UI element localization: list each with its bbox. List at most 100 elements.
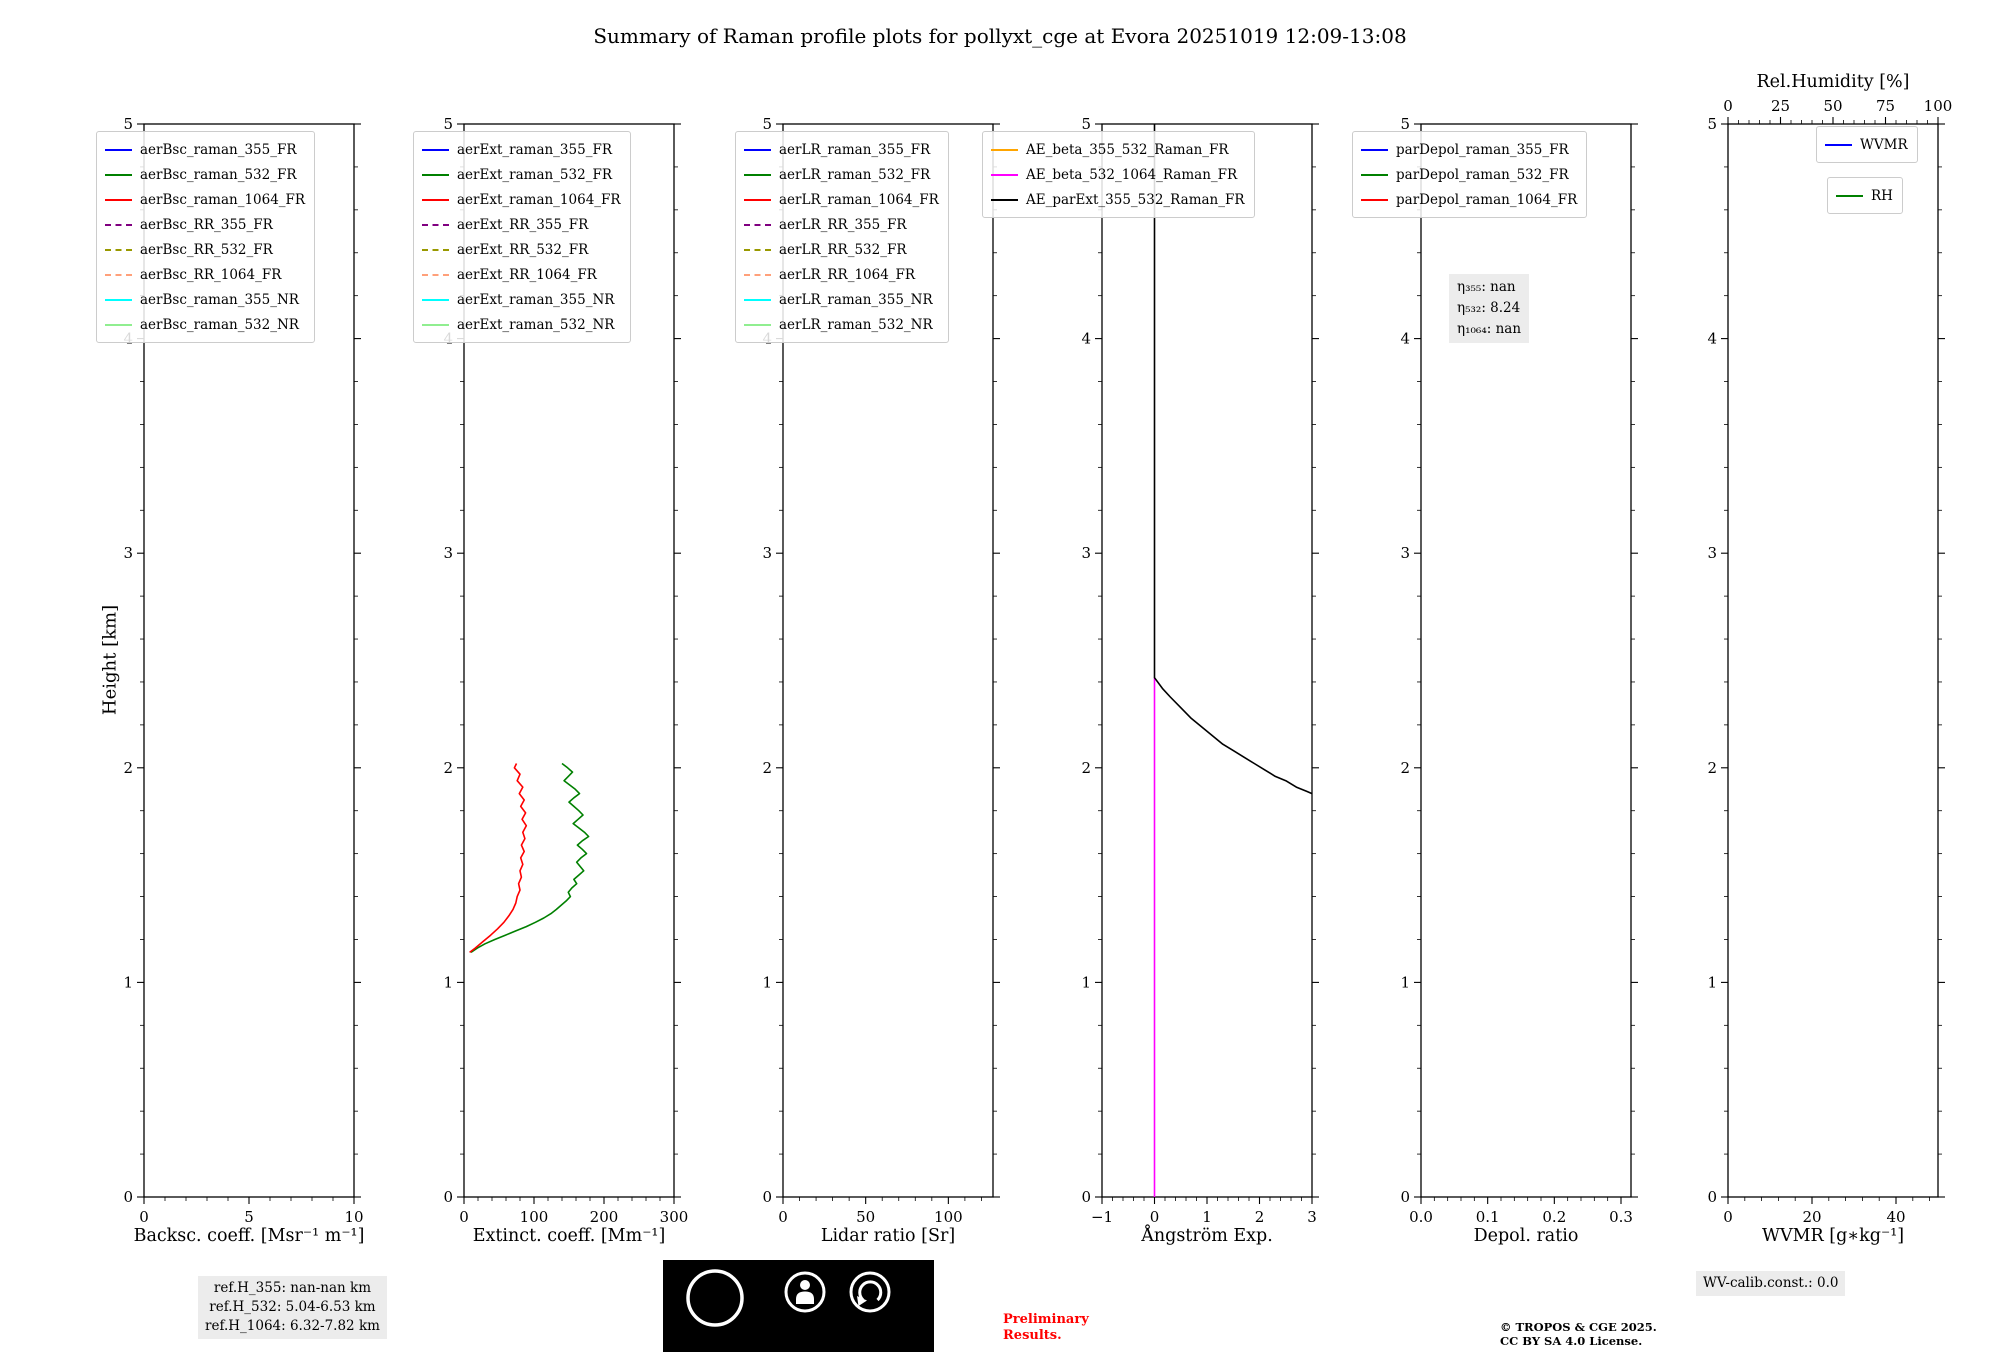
legend-entry: aerBsc_raman_532_NR bbox=[105, 312, 305, 337]
legend-entry: aerLR_raman_355_NR bbox=[744, 287, 939, 312]
legend-line-sample-icon bbox=[422, 198, 449, 201]
top-tick-label: 0 bbox=[1723, 97, 1733, 115]
x-axis-label-angstrom: Ångström Exp. bbox=[1141, 1226, 1273, 1246]
y-tick-label: 3 bbox=[762, 544, 772, 562]
x-tick-label: 20 bbox=[1802, 1208, 1821, 1226]
legend-label: aerLR_raman_532_FR bbox=[779, 166, 931, 183]
top-tick-label: 100 bbox=[1924, 97, 1953, 115]
legend-entry: aerLR_RR_355_FR bbox=[744, 212, 939, 237]
legend-line-sample-icon bbox=[1361, 148, 1388, 151]
legend-label: WVMR bbox=[1860, 136, 1908, 153]
y-tick-label: 4 bbox=[1081, 330, 1091, 348]
legend-entry: parDepol_raman_532_FR bbox=[1361, 162, 1577, 187]
legend-entry: parDepol_raman_1064_FR bbox=[1361, 187, 1577, 212]
legend-backscatter: aerBsc_raman_355_FR aerBsc_raman_532_FR ae… bbox=[96, 131, 316, 343]
legend-label: aerExt_raman_355_FR bbox=[457, 141, 612, 158]
legend-line-sample-icon bbox=[105, 148, 132, 151]
legend-line-sample-icon bbox=[105, 323, 132, 326]
ref-height-line: ref.H_355: nan-nan km bbox=[213, 1280, 371, 1296]
x-tick-label: 2 bbox=[1255, 1208, 1265, 1226]
x-axis-label-wvmr: WVMR [g∗kg⁻¹] bbox=[1761, 1226, 1905, 1246]
legend-label: aerLR_raman_532_NR bbox=[779, 316, 933, 333]
legend-line-sample-icon bbox=[744, 248, 771, 251]
x-axis-label-backscatter: Backsc. coeff. [Msr⁻¹ m⁻¹] bbox=[133, 1226, 365, 1246]
sa-arrow-icon bbox=[849, 1271, 891, 1313]
legend-entry: aerExt_raman_1064_FR bbox=[422, 187, 621, 212]
y-tick-label: 2 bbox=[762, 759, 772, 777]
y-tick-label: 5 bbox=[443, 115, 453, 133]
legend-entry: aerLR_raman_532_NR bbox=[744, 312, 939, 337]
legend-label: aerBsc_RR_1064_FR bbox=[140, 266, 282, 283]
ref-height-line: ref.H_1064: 6.32-7.82 km bbox=[205, 1318, 380, 1334]
y-tick-label: 1 bbox=[1707, 973, 1717, 991]
y-tick-label: 3 bbox=[123, 544, 133, 562]
preliminary-line: Preliminary bbox=[1003, 1312, 1089, 1327]
legend-line-sample-icon bbox=[105, 173, 132, 176]
copyright-line: © TROPOS & CGE 2025. bbox=[1500, 1320, 1657, 1334]
x-tick-label: 0.0 bbox=[1409, 1208, 1433, 1226]
panel-extinction: 0123450100200300 bbox=[443, 115, 688, 1226]
legend-line-sample-icon bbox=[991, 148, 1018, 151]
legend-line-sample-icon bbox=[422, 148, 449, 151]
y-tick-label: 0 bbox=[443, 1188, 453, 1206]
legend-entry: aerExt_raman_532_FR bbox=[422, 162, 621, 187]
legend-entry: aerExt_RR_1064_FR bbox=[422, 262, 621, 287]
legend-label: aerLR_RR_355_FR bbox=[779, 216, 907, 233]
legend-line-sample-icon bbox=[105, 248, 132, 251]
x-tick-label: 1 bbox=[1202, 1208, 1212, 1226]
y-tick-label: 4 bbox=[1707, 330, 1717, 348]
series-aerExt_raman_532_FR bbox=[470, 762, 590, 954]
y-tick-label: 2 bbox=[1707, 759, 1717, 777]
annotation-line: η₅₃₂: 8.24 bbox=[1457, 300, 1521, 316]
y-tick-label: 5 bbox=[1707, 115, 1717, 133]
y-tick-label: 5 bbox=[123, 115, 133, 133]
legend-entry: aerExt_raman_355_NR bbox=[422, 287, 621, 312]
cc-logo-text: CC bbox=[694, 1284, 735, 1314]
legend-label: aerBsc_raman_1064_FR bbox=[140, 191, 306, 208]
axes-spines bbox=[463, 123, 675, 1198]
legend-wvmr-1: RH bbox=[1827, 177, 1903, 214]
legend-label: AE_parExt_355_532_Raman_FR bbox=[1026, 191, 1245, 208]
legend-line-sample-icon bbox=[744, 148, 771, 151]
legend-line-sample-icon bbox=[422, 273, 449, 276]
legend-line-sample-icon bbox=[422, 298, 449, 301]
y-tick-label: 3 bbox=[443, 544, 453, 562]
axes-spines bbox=[782, 123, 994, 1198]
legend-line-sample-icon bbox=[744, 223, 771, 226]
x-axis-label-lidar-ratio: Lidar ratio [Sr] bbox=[820, 1226, 956, 1246]
cc-license-badge: CC BY SA bbox=[663, 1260, 934, 1352]
legend-label: parDepol_raman_1064_FR bbox=[1396, 191, 1578, 208]
legend-depol: parDepol_raman_355_FR parDepol_raman_532_… bbox=[1352, 131, 1588, 218]
legend-entry: aerBsc_raman_1064_FR bbox=[105, 187, 305, 212]
top-tick-label: 25 bbox=[1771, 97, 1790, 115]
figure-title: Summary of Raman profile plots for polly… bbox=[593, 24, 1407, 48]
legend-entry: parDepol_raman_355_FR bbox=[1361, 137, 1577, 162]
legend-line-sample-icon bbox=[422, 173, 449, 176]
legend-entry: aerLR_raman_355_FR bbox=[744, 137, 939, 162]
legend-label: parDepol_raman_532_FR bbox=[1396, 166, 1569, 183]
legend-lidar-ratio: aerLR_raman_355_FR aerLR_raman_532_FR aerL… bbox=[735, 131, 949, 343]
preliminary-line: Results. bbox=[1003, 1328, 1062, 1343]
x-tick-label: 50 bbox=[856, 1208, 875, 1226]
y-tick-label: 5 bbox=[762, 115, 772, 133]
legend-entry: aerExt_raman_355_FR bbox=[422, 137, 621, 162]
legend-label: aerLR_raman_355_NR bbox=[779, 291, 933, 308]
legend-entry: aerExt_RR_532_FR bbox=[422, 237, 621, 262]
legend-label: aerExt_raman_532_NR bbox=[457, 316, 615, 333]
legend-entry: aerBsc_RR_532_FR bbox=[105, 237, 305, 262]
y-tick-label: 1 bbox=[1081, 973, 1091, 991]
legend-line-sample-icon bbox=[991, 198, 1018, 201]
legend-label: aerLR_RR_532_FR bbox=[779, 241, 907, 258]
x-tick-label: 0.2 bbox=[1542, 1208, 1566, 1226]
x-tick-label: 0 bbox=[1150, 1208, 1160, 1226]
x-tick-label: 5 bbox=[244, 1208, 254, 1226]
legend-entry: aerBsc_raman_532_FR bbox=[105, 162, 305, 187]
legend-label: aerExt_RR_1064_FR bbox=[457, 266, 597, 283]
legend-label: aerExt_RR_355_FR bbox=[457, 216, 589, 233]
depol-calibration-annotation: η₃₅₅: nan η₅₃₂: 8.24 η₁₀₆₄: nan bbox=[1449, 274, 1530, 343]
x-tick-label: 10 bbox=[344, 1208, 363, 1226]
x-tick-label: 40 bbox=[1886, 1208, 1905, 1226]
